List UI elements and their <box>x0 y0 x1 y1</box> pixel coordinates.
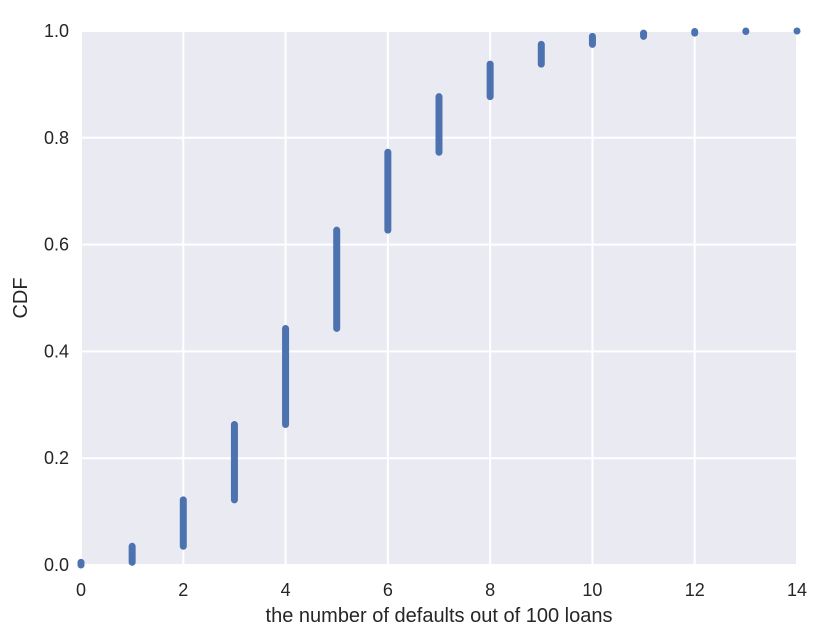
x-tick-label: 8 <box>485 580 495 600</box>
x-tick-label: 14 <box>787 580 807 600</box>
y-axis-label: CDF <box>10 277 32 318</box>
x-tick-label: 10 <box>582 580 602 600</box>
y-tick-label: 1.0 <box>44 21 69 41</box>
x-tick-labels: 0 2 4 6 8 10 12 14 <box>76 580 807 600</box>
x-tick-label: 2 <box>178 580 188 600</box>
x-axis-label: the number of defaults out of 100 loans <box>266 605 613 627</box>
y-tick-label: 0.2 <box>44 448 69 468</box>
x-tick-label: 12 <box>685 580 705 600</box>
y-tick-labels: 0.0 0.2 0.4 0.6 0.8 1.0 <box>44 21 69 575</box>
x-tick-label: 0 <box>76 580 86 600</box>
x-tick-label: 4 <box>281 580 291 600</box>
y-tick-label: 0.6 <box>44 235 69 255</box>
y-tick-label: 0.0 <box>44 555 69 575</box>
grid <box>80 30 798 566</box>
y-tick-label: 0.8 <box>44 128 69 148</box>
x-tick-label: 6 <box>383 580 393 600</box>
y-tick-label: 0.4 <box>44 341 69 361</box>
data-marks <box>77 27 801 569</box>
